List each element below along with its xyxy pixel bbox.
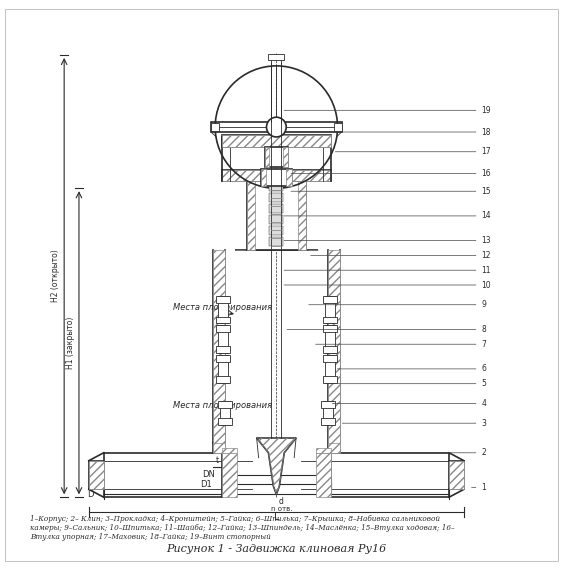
Bar xyxy=(218,296,228,324)
Bar xyxy=(323,376,336,382)
Text: 4: 4 xyxy=(482,399,487,408)
Bar xyxy=(222,448,237,453)
Text: 10: 10 xyxy=(482,280,491,290)
Bar xyxy=(222,135,331,147)
Bar xyxy=(216,325,230,332)
Bar xyxy=(316,448,331,453)
Text: H2 (открыто): H2 (открыто) xyxy=(51,250,60,303)
Bar xyxy=(270,215,283,224)
Text: L: L xyxy=(274,512,279,522)
Bar xyxy=(247,181,306,250)
Text: 11: 11 xyxy=(482,266,491,275)
Bar xyxy=(328,443,340,453)
Bar xyxy=(270,226,283,235)
Text: 1–Корпус; 2– Клин; 3–Прокладка; 4–Кронштейн; 5–Гайка; 6–Шпилька; 7–Крышка; 8–Наб: 1–Корпус; 2– Клин; 3–Прокладка; 4–Кроншт… xyxy=(30,515,454,542)
Bar xyxy=(328,250,340,448)
Text: 17: 17 xyxy=(482,147,491,156)
Bar xyxy=(270,182,283,191)
Text: 3: 3 xyxy=(482,419,487,428)
Text: D1: D1 xyxy=(201,480,212,489)
Text: 2: 2 xyxy=(482,448,486,457)
Bar xyxy=(321,418,335,425)
Bar xyxy=(222,169,331,181)
Bar xyxy=(222,169,331,181)
Text: Рисунок 1 - Задвижка клиновая Ру16: Рисунок 1 - Задвижка клиновая Ру16 xyxy=(166,544,386,555)
Bar xyxy=(216,355,230,362)
Text: H1 (закрыто): H1 (закрыто) xyxy=(66,317,75,369)
Bar xyxy=(216,316,230,324)
Bar xyxy=(323,355,336,362)
Text: 8: 8 xyxy=(482,325,486,334)
Bar xyxy=(211,122,341,132)
Bar xyxy=(222,453,237,497)
Circle shape xyxy=(267,117,286,137)
Bar xyxy=(325,355,335,382)
Text: 9: 9 xyxy=(482,300,487,310)
Text: 15: 15 xyxy=(482,187,491,196)
Bar xyxy=(211,123,219,131)
Bar xyxy=(218,418,232,425)
Text: 5: 5 xyxy=(482,379,487,388)
Bar xyxy=(298,181,306,250)
Bar xyxy=(283,147,288,166)
Text: 7: 7 xyxy=(482,340,487,349)
Bar xyxy=(218,355,228,382)
Bar xyxy=(323,316,336,324)
Bar xyxy=(325,325,335,353)
Bar xyxy=(449,461,464,489)
Bar xyxy=(213,443,225,453)
Bar xyxy=(264,147,270,166)
Text: t: t xyxy=(215,455,219,465)
Bar xyxy=(264,147,288,166)
Bar xyxy=(216,346,230,353)
Bar xyxy=(323,401,333,425)
Text: 19: 19 xyxy=(482,106,491,115)
Text: 13: 13 xyxy=(482,236,491,245)
Text: 16: 16 xyxy=(482,169,491,178)
Text: D: D xyxy=(87,490,94,499)
Bar xyxy=(316,453,331,497)
Bar xyxy=(218,325,228,353)
Text: d: d xyxy=(279,497,284,506)
Text: Места пломбирования: Места пломбирования xyxy=(173,401,272,410)
Bar xyxy=(268,54,284,60)
Bar xyxy=(216,296,230,303)
Bar xyxy=(323,325,336,332)
Bar xyxy=(270,237,283,246)
Bar xyxy=(333,123,341,131)
Bar xyxy=(321,401,335,408)
Bar xyxy=(323,296,336,303)
Bar xyxy=(222,135,331,147)
Text: 12: 12 xyxy=(482,251,491,260)
Text: 18: 18 xyxy=(482,128,491,136)
Text: DN: DN xyxy=(202,470,215,479)
Text: 14: 14 xyxy=(482,211,491,221)
Text: Места пломбирования: Места пломбирования xyxy=(173,303,272,312)
Bar xyxy=(325,296,335,324)
Bar xyxy=(216,376,230,382)
Bar xyxy=(89,461,104,489)
Text: 6: 6 xyxy=(482,364,487,373)
Text: 1: 1 xyxy=(482,483,486,492)
Bar xyxy=(220,401,230,425)
Bar xyxy=(260,169,292,186)
Bar xyxy=(270,193,283,202)
Bar xyxy=(218,401,232,408)
Bar xyxy=(270,204,283,213)
Bar xyxy=(286,169,292,186)
Bar xyxy=(323,346,336,353)
Polygon shape xyxy=(256,438,296,494)
Bar xyxy=(213,250,225,448)
Bar xyxy=(247,181,255,250)
Bar xyxy=(260,169,267,186)
Text: n отв.: n отв. xyxy=(271,506,292,512)
